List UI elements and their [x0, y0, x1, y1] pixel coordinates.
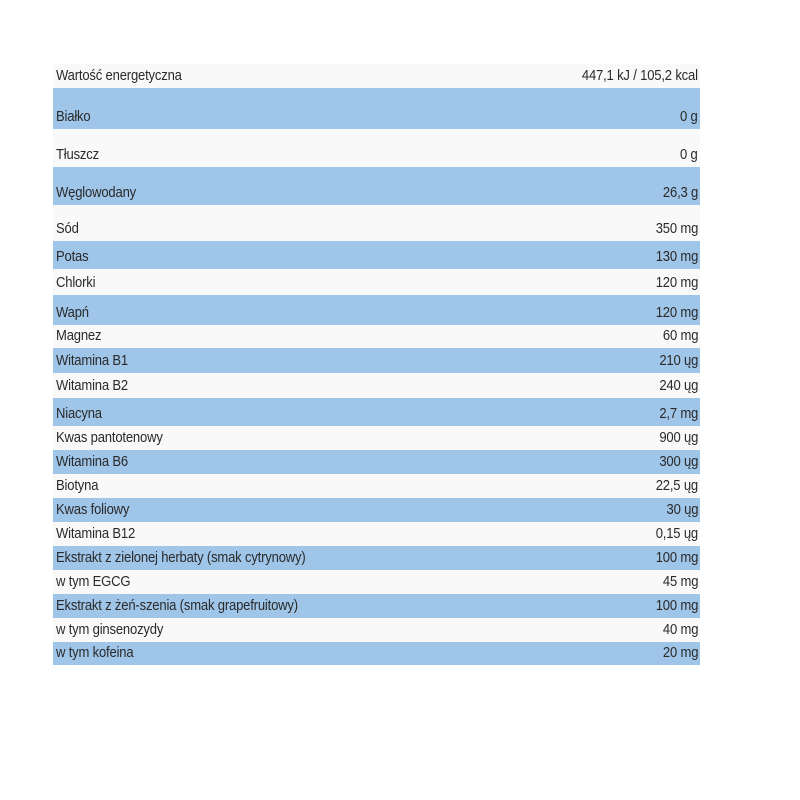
nutrient-value: 350 mg — [655, 221, 699, 237]
nutrient-label: Kwas foliowy — [56, 502, 130, 518]
nutrient-value: 120 mg — [655, 305, 699, 321]
nutrient-label: Potas — [56, 249, 89, 265]
nutrient-value: 26,3 g — [662, 185, 698, 201]
nutrient-value: 22,5 ųg — [655, 478, 698, 494]
nutrient-value: 45 mg — [662, 574, 699, 590]
table-row: Wapń 120 mg — [53, 295, 700, 325]
nutrient-label: Witamina B1 — [56, 353, 128, 369]
nutrient-value: 0 g — [680, 147, 698, 163]
table-row: Niacyna 2,7 mg — [53, 398, 700, 426]
table-row: Chlorki 120 mg — [53, 269, 700, 295]
nutrient-value: 100 mg — [655, 550, 699, 566]
nutrient-label: Sód — [56, 221, 79, 237]
table-row: Witamina B12 0,15 ųg — [53, 522, 700, 546]
nutrient-label: Witamina B12 — [56, 526, 136, 542]
nutrition-table: Wartość energetyczna 447,1 kJ / 105,2 kca… — [53, 64, 700, 665]
nutrient-label: Wartość energetyczna — [56, 68, 182, 84]
nutrient-value: 20 mg — [662, 645, 699, 661]
nutrient-label: Węglowodany — [56, 185, 137, 201]
table-row: Witamina B2 240 ųg — [53, 373, 700, 398]
nutrient-value: 900 ųg — [659, 430, 698, 446]
nutrient-value: 60 mg — [662, 328, 699, 344]
nutrient-value: 447,1 kJ / 105,2 kcal — [582, 68, 698, 84]
nutrient-label: Białko — [56, 109, 91, 125]
nutrient-value: 2,7 mg — [659, 406, 698, 422]
nutrient-value: 240 ųg — [659, 378, 698, 394]
table-row: Kwas pantotenowy 900 ųg — [53, 426, 700, 450]
nutrient-label: Tłuszcz — [56, 147, 99, 163]
nutrient-label: Kwas pantotenowy — [56, 430, 163, 446]
nutrient-label: Ekstrakt z zielonej herbaty (smak cytryn… — [56, 550, 306, 566]
table-row: Ekstrakt z zielonej herbaty (smak cytryn… — [53, 546, 700, 570]
table-row: w tym EGCG 45 mg — [53, 570, 700, 594]
nutrient-label: w tym EGCG — [56, 574, 131, 590]
nutrient-value: 100 mg — [655, 598, 699, 614]
table-row: Biotyna 22,5 ųg — [53, 474, 700, 498]
nutrient-value: 40 mg — [662, 622, 699, 638]
nutrient-value: 0 g — [680, 109, 698, 125]
nutrient-label: Witamina B2 — [56, 378, 128, 394]
table-row: Potas 130 mg — [53, 241, 700, 269]
nutrient-value: 130 mg — [655, 249, 699, 265]
table-row: Magnez 60 mg — [53, 325, 700, 348]
nutrient-label: w tym kofeina — [56, 645, 134, 661]
table-row: Wartość energetyczna 447,1 kJ / 105,2 kca… — [53, 64, 700, 88]
table-row: Białko 0 g — [53, 88, 700, 129]
table-row: Sód 350 mg — [53, 205, 700, 241]
table-row: Kwas foliowy 30 ųg — [53, 498, 700, 522]
nutrient-label: Magnez — [56, 328, 102, 344]
table-row: w tym kofeina 20 mg — [53, 642, 700, 665]
nutrient-label: Wapń — [56, 305, 89, 321]
table-row: Węglowodany 26,3 g — [53, 167, 700, 205]
nutrient-label: w tym ginsenozydy — [56, 622, 164, 638]
nutrient-label: Witamina B6 — [56, 454, 128, 470]
nutrient-label: Biotyna — [56, 478, 99, 494]
nutrient-label: Niacyna — [56, 406, 102, 422]
table-row: Tłuszcz 0 g — [53, 129, 700, 167]
nutrient-value: 210 ųg — [659, 353, 698, 369]
nutrient-label: Ekstrakt z żeń-szenia (smak grapefruitow… — [56, 598, 298, 614]
nutrient-value: 120 mg — [655, 275, 699, 291]
nutrient-label: Chlorki — [56, 275, 96, 291]
table-row: Witamina B6 300 ųg — [53, 450, 700, 474]
nutrient-value: 300 ųg — [659, 454, 698, 470]
nutrient-value: 0,15 ųg — [655, 526, 698, 542]
table-row: Witamina B1 210 ųg — [53, 348, 700, 373]
table-row: Ekstrakt z żeń-szenia (smak grapefruitow… — [53, 594, 700, 618]
table-row: w tym ginsenozydy 40 mg — [53, 618, 700, 642]
nutrient-value: 30 ųg — [666, 502, 698, 518]
